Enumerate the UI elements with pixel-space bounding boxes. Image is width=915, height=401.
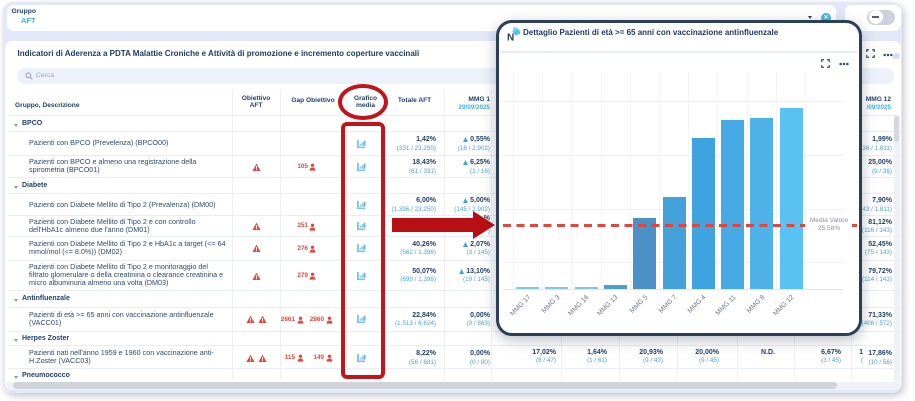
svg-text:N: N [507, 33, 514, 44]
